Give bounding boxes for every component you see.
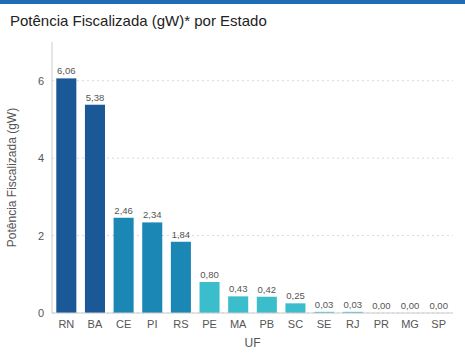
data-label: 0,03: [315, 299, 334, 310]
data-label: 1,84: [172, 229, 191, 240]
x-tick-label: RN: [58, 318, 74, 330]
y-tick-label: 6: [38, 75, 44, 87]
background: [0, 0, 465, 355]
x-tick-label: MG: [401, 318, 419, 330]
bars: [56, 78, 362, 313]
bar: [85, 105, 105, 313]
data-label: 0,00: [429, 300, 448, 311]
x-axis-line: [52, 313, 453, 314]
data-label: 0,00: [372, 300, 391, 311]
x-tick-label: BA: [88, 318, 103, 330]
bar: [285, 303, 305, 313]
data-label: 2,34: [143, 209, 162, 220]
x-tick-label: RJ: [346, 318, 359, 330]
y-tick-label: 4: [38, 152, 44, 164]
x-tick-label: PE: [202, 318, 217, 330]
grid: [52, 81, 453, 313]
y-tick-label: 0: [38, 307, 44, 319]
y-axis-title: Potência Fiscalizada (gW): [5, 108, 19, 247]
data-label: 0,43: [229, 283, 248, 294]
y-tick-label: 2: [38, 230, 44, 242]
x-tick-label: PR: [374, 318, 389, 330]
x-tick-label: CE: [116, 318, 131, 330]
x-tick-label: SP: [431, 318, 446, 330]
x-tick-label: SC: [288, 318, 303, 330]
title: Potência Fiscalizada (gW)* por Estado: [10, 12, 267, 29]
x-tick-label: PB: [259, 318, 274, 330]
data-label: 6,06: [57, 65, 76, 76]
bar: [142, 222, 162, 313]
data-label: 0,42: [258, 284, 277, 295]
y-axis-line: [52, 42, 53, 313]
grid-line: [52, 313, 453, 314]
bar: [56, 78, 76, 313]
bar: [228, 296, 248, 313]
x-tick-label: RS: [173, 318, 188, 330]
data-label: 2,46: [114, 205, 133, 216]
data-label: 0,00: [401, 300, 420, 311]
grid-line: [52, 235, 453, 236]
x-tick-label: PI: [147, 318, 157, 330]
x-axis-title: UF: [245, 336, 261, 350]
grid-line: [52, 80, 453, 81]
data-label: 5,38: [86, 92, 105, 103]
x-tick-label: SE: [317, 318, 332, 330]
top-border: [0, 0, 465, 4]
bar: [171, 242, 191, 313]
x-tick-label: MA: [230, 318, 247, 330]
data-label: 0,80: [200, 269, 219, 280]
bar: [200, 282, 220, 313]
chart-svg: 0 2 4 6 6,06 5,38 2,46 2,34 1,84 0,80 0,43 0,42 0,25…: [0, 0, 465, 355]
bar: [257, 297, 277, 313]
bar: [114, 218, 134, 313]
data-label: 0,03: [344, 299, 363, 310]
grid-line: [52, 158, 453, 159]
data-label: 0,25: [286, 290, 305, 301]
chart-container: 0 2 4 6 6,06 5,38 2,46 2,34 1,84 0,80 0,43 0,42 0,25…: [0, 0, 465, 355]
